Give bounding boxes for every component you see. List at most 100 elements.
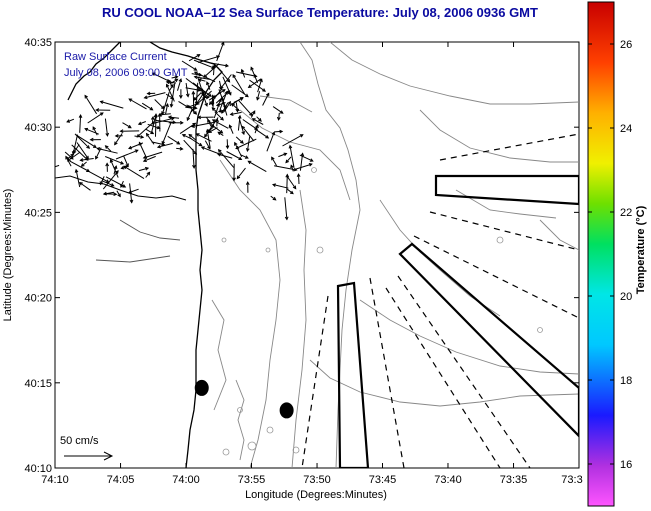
current-vector [103, 193, 117, 195]
current-vector [192, 91, 195, 114]
current-vector-head [120, 165, 125, 170]
current-vector-head [136, 133, 141, 138]
current-vector [178, 100, 189, 108]
colorbar: 26 24 22 20 18 16 Temperature (°C) [587, 1, 647, 507]
current-vector [237, 99, 253, 116]
current-vector [114, 133, 123, 145]
current-vector-head [123, 165, 128, 170]
current-vector-head [208, 93, 212, 97]
current-vector-head [204, 133, 208, 138]
x-tick-label: 74:00 [172, 474, 200, 486]
scale-label: 50 cm/s [60, 435, 99, 447]
inner-shoreline [55, 175, 187, 201]
current-vector [183, 139, 197, 155]
current-vector-head [217, 131, 222, 136]
current-vector-head [150, 115, 155, 120]
current-vector [152, 72, 174, 84]
current-vector [66, 154, 74, 160]
current-vector [235, 136, 244, 144]
current-vector [74, 133, 90, 149]
current-vector-head [127, 124, 132, 129]
current-vector [197, 77, 205, 96]
current-vector-head [74, 168, 79, 173]
current-vector-head [227, 91, 232, 96]
current-vector [206, 129, 211, 149]
current-vector [286, 175, 297, 189]
current-vector-head [78, 181, 83, 186]
current-vector-head [193, 110, 198, 115]
coastline [67, 42, 223, 468]
colorbar-tick-label: 18 [620, 375, 632, 387]
y-axis: 40:35 40:30 40:25 40:20 40:15 40:10 [24, 37, 579, 475]
current-vector-head [205, 95, 210, 100]
current-vector-head [292, 185, 297, 190]
current-vector [113, 165, 117, 175]
current-vector-head [289, 190, 294, 195]
current-vector-head [271, 131, 276, 136]
current-vector [232, 74, 246, 95]
current-vector-head [142, 155, 147, 159]
current-vector-head [217, 109, 223, 113]
overlay-timestamp: July 08, 2006 09:00 GMT [64, 67, 188, 79]
current-vector [120, 180, 124, 188]
current-vector [274, 165, 297, 171]
current-vector [198, 55, 220, 63]
current-vector-head [161, 111, 165, 116]
current-vector [100, 101, 124, 109]
current-vector-head [80, 163, 85, 167]
current-vector [155, 119, 176, 123]
current-vector-head [144, 166, 150, 171]
current-vector-head [240, 140, 244, 144]
current-vector-head [84, 94, 88, 99]
current-vector-head [200, 146, 205, 150]
current-vector-head [72, 149, 77, 154]
x-axis: 74:10 74:05 74:00 73:55 73:50 73:45 73:40 73:35… [41, 42, 583, 486]
marker-layer [194, 379, 294, 419]
current-vector-head [250, 66, 254, 71]
current-vector-head [129, 199, 134, 204]
current-vector [185, 77, 204, 92]
current-vector-head [89, 137, 94, 142]
current-vector-head [179, 146, 184, 151]
current-vector [216, 42, 225, 62]
current-vector-head [176, 141, 181, 145]
map-panel[interactable]: Raw Surface Current July 08, 2006 09:00 … [46, 41, 580, 469]
current-vector-head [207, 118, 211, 123]
y-tick-label: 40:35 [24, 37, 52, 49]
current-vector-head [178, 94, 183, 99]
current-vector [67, 151, 81, 162]
current-vectors [46, 42, 314, 221]
current-vector-head [193, 96, 198, 101]
current-vector [193, 92, 202, 101]
current-vector [290, 165, 294, 172]
current-vector [179, 122, 196, 135]
current-vector-head [99, 181, 104, 186]
current-vector-head [110, 183, 115, 187]
current-vector [75, 169, 81, 188]
current-vector-head [217, 152, 222, 157]
current-vector-head [293, 167, 298, 172]
current-vector-head [259, 78, 263, 83]
current-vector [241, 126, 255, 142]
current-vector-head [228, 124, 233, 129]
current-vector-head [143, 95, 148, 100]
current-vector-head [109, 158, 114, 163]
current-vector [285, 156, 292, 163]
current-vector-head [167, 79, 171, 83]
current-vector [216, 66, 230, 83]
current-vector [262, 93, 270, 106]
current-vector-head [193, 67, 198, 71]
current-vector [150, 114, 157, 134]
colorbar-tick-label: 22 [620, 207, 632, 219]
current-vector-head [276, 116, 281, 121]
current-vector [286, 174, 288, 194]
current-vector [252, 118, 264, 125]
current-vector-head [142, 158, 147, 162]
current-vector-head [46, 168, 49, 171]
current-vector [250, 110, 256, 118]
current-vector [256, 91, 261, 100]
current-vector [204, 140, 211, 149]
current-vector-head [137, 121, 142, 126]
current-vector [116, 190, 121, 197]
current-vector [229, 125, 234, 134]
